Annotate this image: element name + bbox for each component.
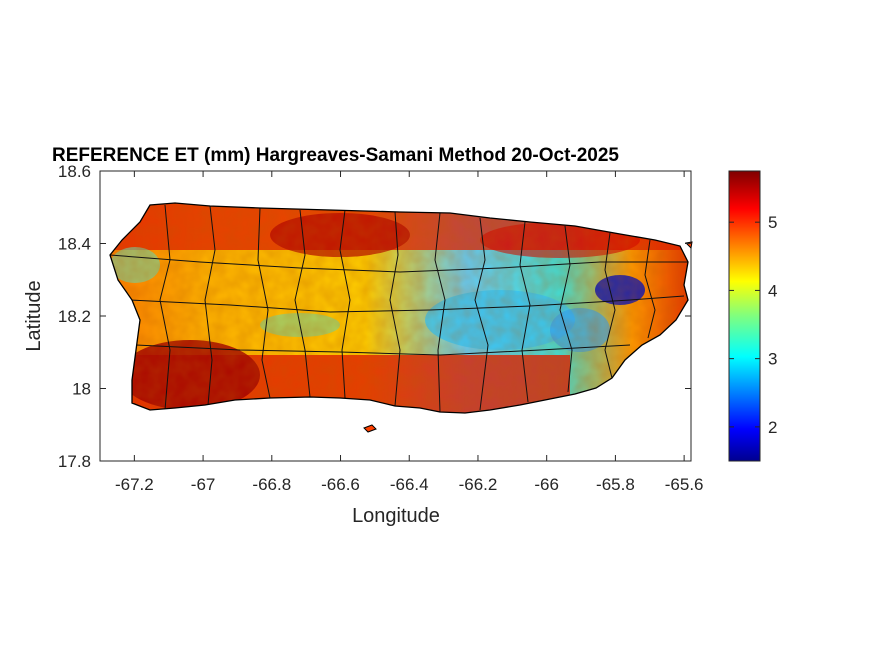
colorbar-tick-label: 3: [768, 350, 777, 369]
y-tick-label: 18.4: [58, 235, 91, 254]
island-map: [110, 203, 688, 413]
x-tick-label: -65.8: [596, 475, 635, 494]
municipality-boundaries: [110, 204, 688, 413]
colorbar-tick-label: 5: [768, 213, 777, 232]
colorbar-tick-label: 4: [768, 281, 777, 300]
colorbar: [728, 170, 761, 462]
y-axis: 18.6 18.4 18.2 18 17.8: [58, 162, 691, 471]
x-tick-label: -66.4: [390, 475, 429, 494]
island-caja-de-muertos: [363, 424, 377, 433]
x-axis: -67.2 -67 -66.8 -66.6 -66.4 -66.2 -66 -65.8 -65.…: [115, 171, 704, 494]
x-tick-label: -67.2: [115, 475, 154, 494]
x-tick-label: -66.6: [321, 475, 360, 494]
x-tick-label: -65.6: [665, 475, 704, 494]
x-tick-label: -66.2: [459, 475, 498, 494]
y-tick-label: 18: [72, 380, 91, 399]
y-axis-label: Latitude: [23, 280, 45, 351]
colorbar-ticks: 2 3 4 5: [729, 213, 777, 437]
colorbar-tick-label: 2: [768, 418, 777, 437]
chart-title: REFERENCE ET (mm) Hargreaves-Samani Meth…: [52, 145, 619, 166]
x-tick-label: -67: [191, 475, 216, 494]
x-tick-label: -66: [534, 475, 559, 494]
x-tick-label: -66.8: [252, 475, 291, 494]
y-tick-label: 17.8: [58, 452, 91, 471]
x-axis-label: Longitude: [352, 505, 440, 527]
y-tick-label: 18.2: [58, 307, 91, 326]
y-tick-label: 18.6: [58, 162, 91, 181]
